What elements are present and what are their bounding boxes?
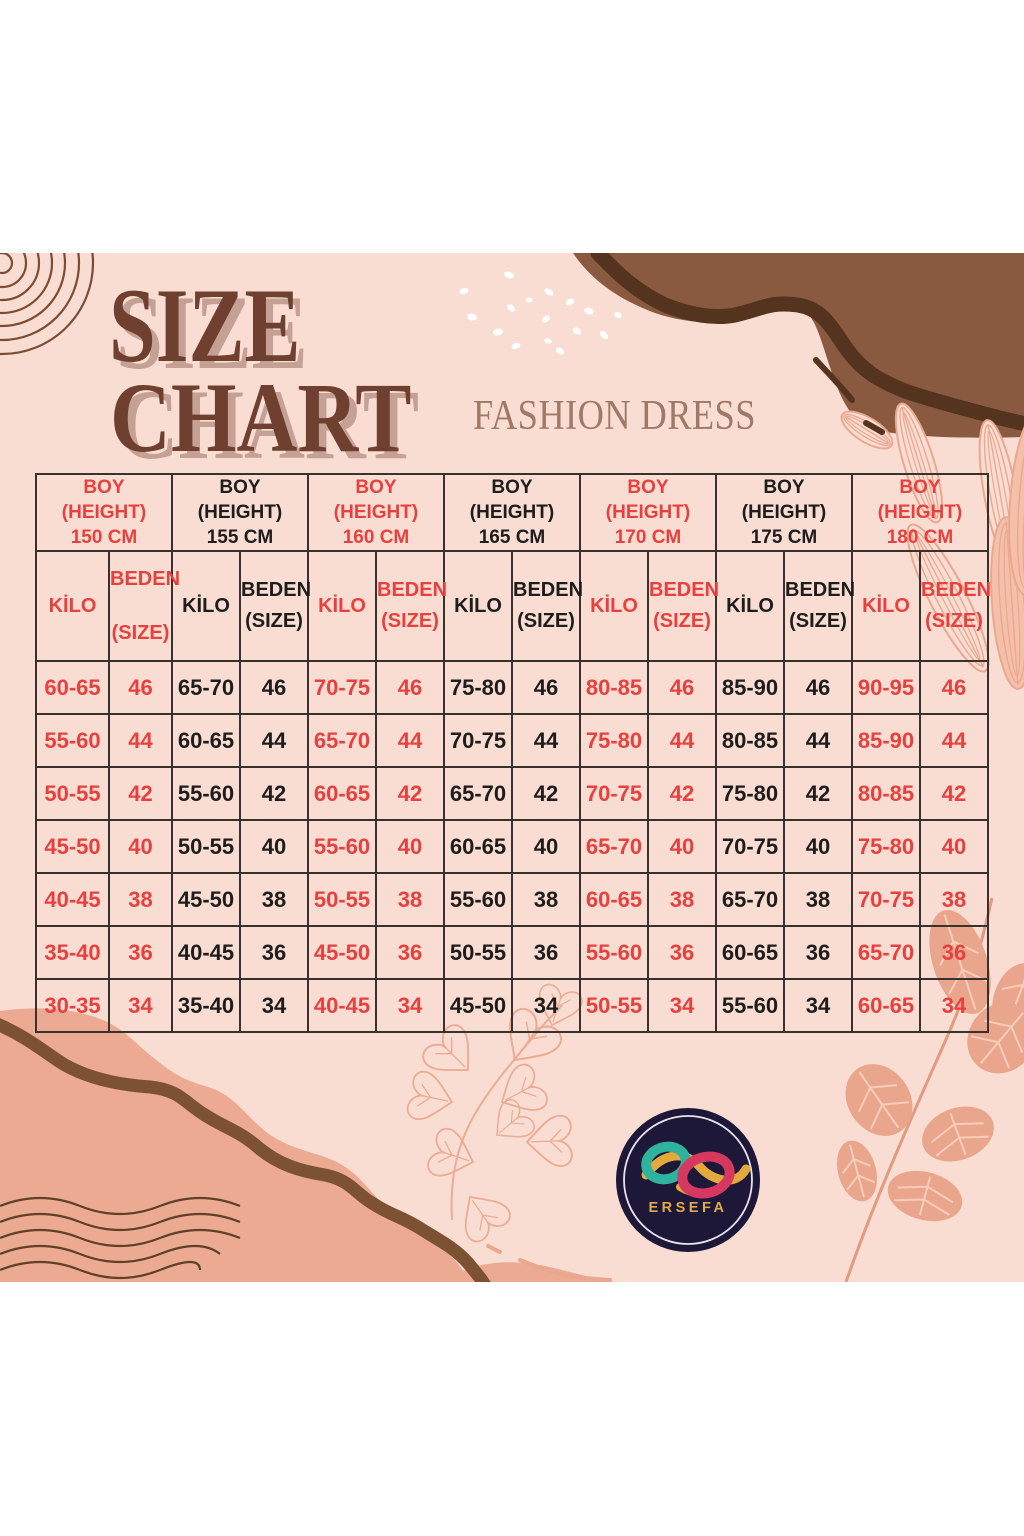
svg-text:ERSEFA: ERSEFA bbox=[648, 1200, 727, 1216]
